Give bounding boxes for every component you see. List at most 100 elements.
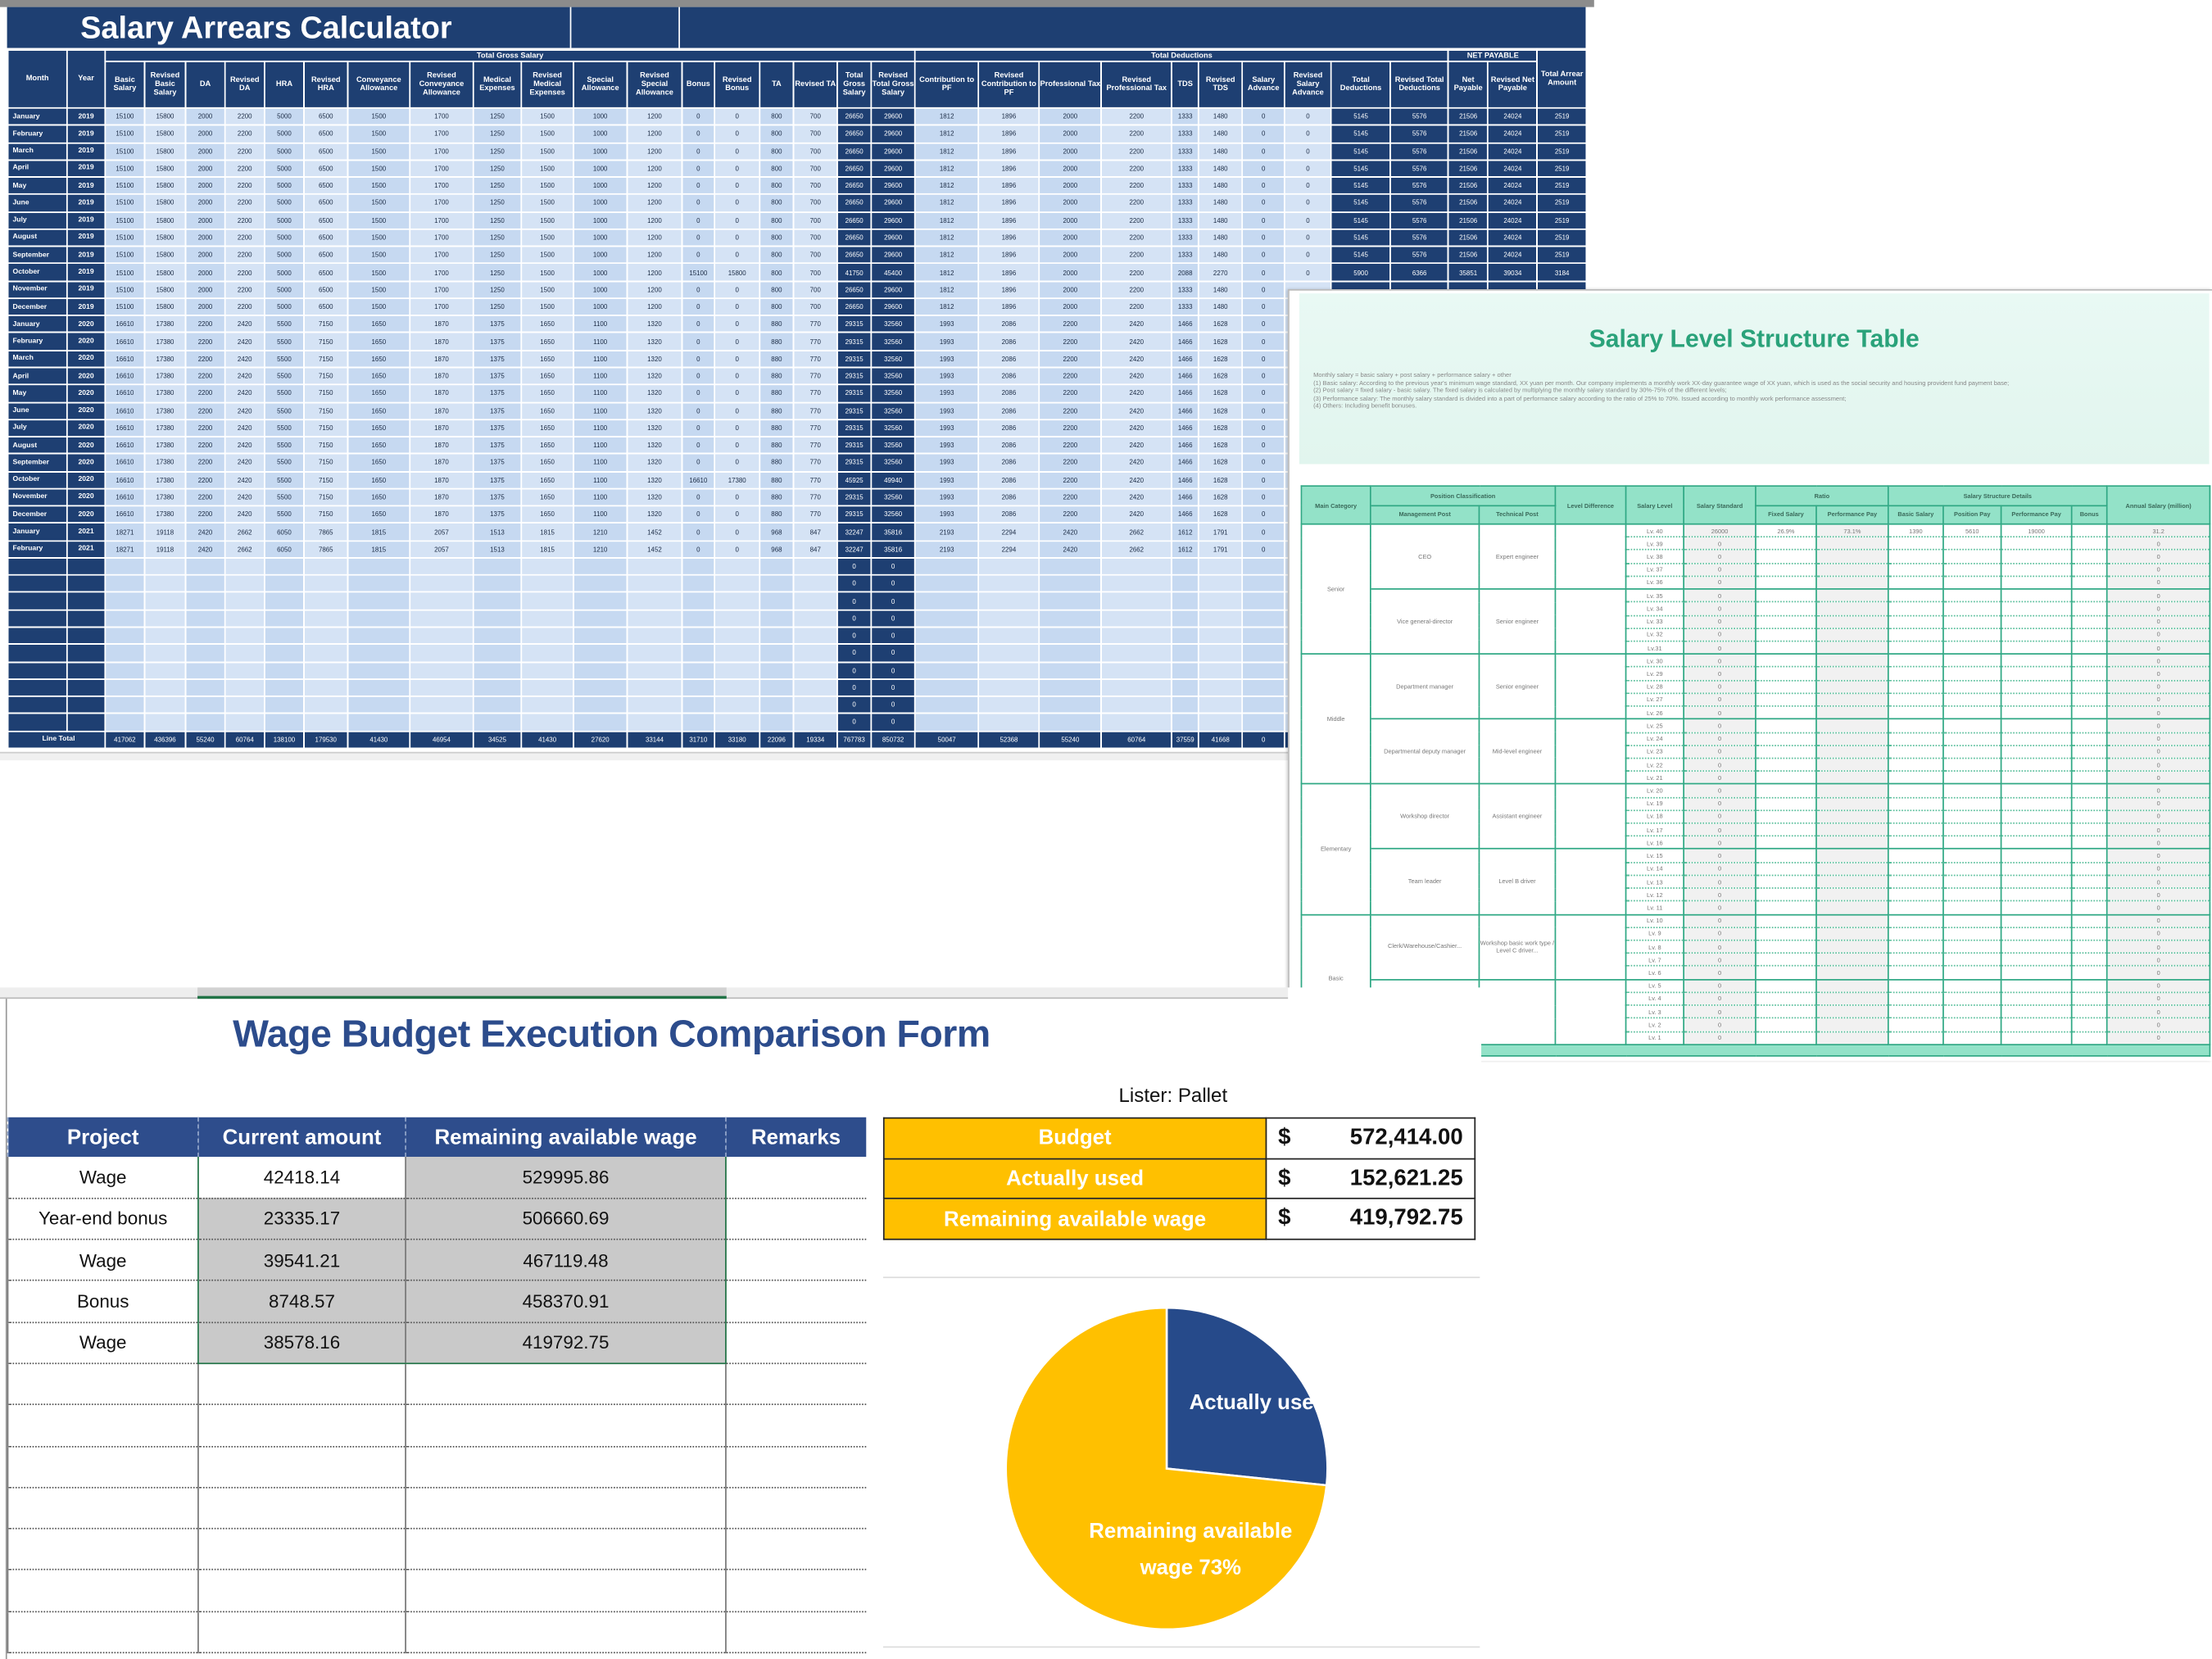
value-cell[interactable] [1815,614,1889,629]
value-cell[interactable] [1942,654,2002,669]
column-header[interactable]: Professional Tax [1038,61,1103,109]
empty-cell[interactable] [264,574,305,593]
value-cell[interactable]: 2420 [224,315,265,334]
value-cell[interactable]: 0 [714,193,761,213]
value-cell[interactable] [1887,576,1944,590]
value-cell[interactable]: 2519 [1536,193,1588,213]
value-cell[interactable] [1815,667,1889,682]
value-cell[interactable]: 5145 [1330,245,1392,265]
value-cell[interactable]: 1500 [520,124,574,143]
value-cell[interactable]: 19118 [143,522,187,542]
value-cell[interactable]: 5500 [264,436,305,456]
value-cell[interactable]: 5145 [1330,176,1392,196]
column-header[interactable]: Fixed Salary [1755,504,1817,525]
value-cell[interactable] [1942,718,2002,733]
value-cell[interactable]: 2200 [184,505,226,524]
empty-cell[interactable] [409,626,474,646]
value-cell[interactable]: 0 [714,124,761,143]
value-cell[interactable] [2000,718,2073,733]
value-cell[interactable]: 1700 [409,297,474,317]
value-cell[interactable] [1755,732,1817,746]
value-cell[interactable] [1755,888,1817,902]
column-header[interactable]: Technical Post [1478,504,1557,525]
value-cell[interactable]: 1612 [1171,522,1199,542]
value-cell[interactable]: 0 [1241,124,1285,143]
value-cell[interactable]: 1815 [520,522,574,542]
value-cell[interactable]: 1250 [472,193,523,213]
empty-cell[interactable] [1241,592,1285,611]
value-cell[interactable] [1887,589,1944,603]
value-cell[interactable]: 0 [1683,537,1756,551]
value-cell[interactable] [1887,563,1944,578]
project-cell[interactable] [7,1404,198,1447]
value-cell[interactable]: 2662 [1100,539,1173,559]
value-cell[interactable]: 1896 [977,228,1040,247]
empty-cell[interactable] [1171,626,1199,646]
value-cell[interactable]: 0 [1683,953,1756,968]
value-cell[interactable]: 2200 [224,262,265,282]
salary-level-cell[interactable]: Lv. 4 [1625,992,1684,1006]
value-cell[interactable]: 1390 [1887,524,1944,538]
column-header-current-amount[interactable]: Current amount [197,1117,406,1157]
value-cell[interactable]: 2000 [1038,228,1103,247]
value-cell[interactable] [2070,641,2108,655]
value-cell[interactable]: 16610 [104,487,146,507]
value-cell[interactable] [1942,667,2002,682]
value-cell[interactable] [1755,589,1817,603]
value-cell[interactable]: 16610 [104,332,146,351]
empty-cell[interactable] [520,592,574,611]
value-cell[interactable]: 880 [759,366,795,386]
value-cell[interactable]: 15100 [104,280,146,299]
technical-post-cell[interactable]: Assistant engineer [1478,784,1557,850]
value-cell[interactable] [1887,628,1944,642]
salary-level-cell[interactable]: Lv. 22 [1625,758,1684,773]
value-cell[interactable] [1942,888,2002,902]
value-cell[interactable]: 6050 [264,522,305,542]
value-cell[interactable] [2070,797,2108,811]
value-cell[interactable]: 0 [714,142,761,161]
title-cell[interactable] [571,7,680,48]
value-cell[interactable]: 6500 [303,107,349,126]
value-cell[interactable]: 2420 [224,349,265,369]
value-cell[interactable]: 1100 [573,349,628,369]
empty-cell[interactable] [1241,660,1285,680]
value-cell[interactable] [1755,979,1817,994]
value-cell[interactable]: 1250 [472,297,523,317]
value-cell[interactable] [1815,563,1889,578]
value-cell[interactable]: 2200 [184,419,226,437]
empty-cell[interactable] [104,609,146,628]
value-cell[interactable]: 1650 [520,383,574,403]
empty-cell[interactable] [347,574,411,593]
pie-slice-actually-used[interactable] [1165,1306,1329,1487]
value-cell[interactable] [2000,862,2073,877]
empty-cell[interactable]: 0 [836,660,873,680]
value-cell[interactable]: 5000 [264,193,305,213]
month-cell[interactable]: April [7,159,68,179]
month-cell[interactable]: May [7,176,68,196]
value-cell[interactable]: 0 [1241,245,1285,265]
value-cell[interactable]: 2200 [1100,142,1173,161]
value-cell[interactable]: 24024 [1487,107,1539,126]
empty-cell[interactable] [520,574,574,593]
value-cell[interactable]: 2420 [1100,470,1173,490]
value-cell[interactable] [1815,1031,1889,1045]
empty-cell[interactable] [1171,660,1199,680]
value-cell[interactable]: 0 [2105,913,2211,928]
value-cell[interactable]: 21506 [1448,176,1489,196]
empty-cell[interactable] [184,643,226,663]
value-cell[interactable]: 1993 [914,401,980,420]
value-cell[interactable] [1755,953,1817,968]
value-cell[interactable]: 2662 [224,539,265,559]
value-cell[interactable]: 2200 [224,159,265,179]
value-cell[interactable] [1755,875,1817,890]
value-cell[interactable]: 1700 [409,176,474,196]
empty-cell[interactable] [573,660,628,680]
value-cell[interactable]: 32560 [870,436,916,456]
value-cell[interactable]: 2420 [1100,366,1173,386]
column-header[interactable]: Total Arrear Amount [1536,49,1588,109]
value-cell[interactable]: 1650 [520,401,574,420]
value-cell[interactable]: 0 [681,436,716,456]
current-amount-cell[interactable] [197,1611,406,1654]
value-cell[interactable] [2070,550,2108,564]
value-cell[interactable] [1815,888,1889,902]
